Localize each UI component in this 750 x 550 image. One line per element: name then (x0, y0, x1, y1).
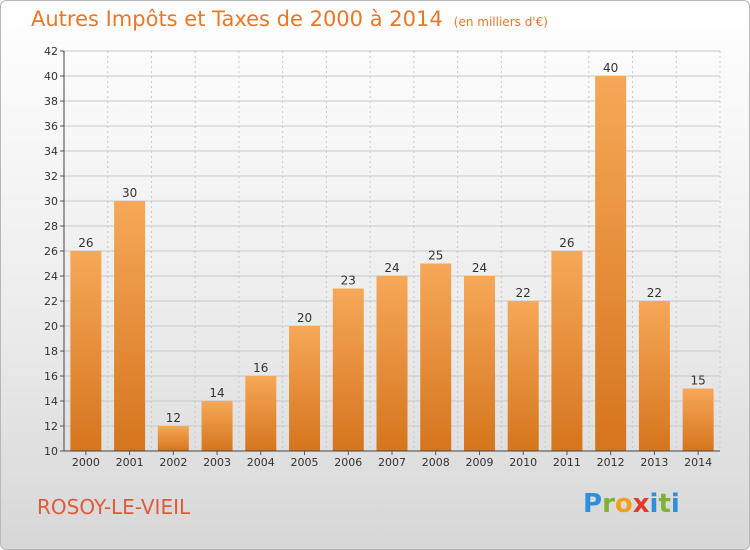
logo-letter: r (602, 489, 615, 519)
bar-2005 (289, 326, 321, 451)
commune-name: ROSOY-LE-VIEIL (37, 495, 191, 519)
x-tick-label: 2004 (247, 456, 275, 469)
data-label: 26 (559, 236, 574, 250)
bar-2010 (507, 301, 539, 451)
x-tick-label: 2013 (640, 456, 668, 469)
y-tick-label: 22 (44, 295, 58, 308)
bar-2012 (595, 76, 627, 451)
data-label: 15 (690, 374, 705, 388)
title-block: Autres Impôts et Taxes de 2000 à 2014 (e… (31, 7, 548, 31)
x-tick-label: 2005 (291, 456, 319, 469)
logo-letter: o (614, 489, 633, 519)
bars: 26 30 12 14 16 20 23 24 25 24 22 26 40 22 15 (70, 61, 714, 451)
x-tick-label: 2011 (553, 456, 581, 469)
x-tick-label: 2010 (509, 456, 537, 469)
bar-2008 (420, 263, 452, 451)
bar-2013 (638, 301, 670, 451)
x-tick-label: 2014 (684, 456, 712, 469)
data-label: 22 (516, 286, 531, 300)
data-label: 16 (253, 361, 268, 375)
bar-2006 (332, 288, 364, 451)
y-tick-label: 18 (44, 345, 58, 358)
data-label: 26 (78, 236, 93, 250)
y-tick-label: 32 (44, 170, 58, 183)
bar-2000 (70, 251, 102, 451)
bar-2007 (376, 276, 408, 451)
data-label: 12 (166, 411, 181, 425)
y-tick-label: 28 (44, 220, 58, 233)
x-tick-label: 2007 (378, 456, 406, 469)
bar-2011 (551, 251, 583, 451)
y-tick-label: 26 (44, 245, 58, 258)
data-label: 25 (428, 249, 443, 263)
logo-letter: t (658, 489, 671, 519)
x-tick-label: 2006 (334, 456, 362, 469)
data-label: 24 (384, 261, 399, 275)
bar-2001 (114, 201, 146, 451)
bar-2004 (245, 376, 277, 451)
y-tick-label: 12 (44, 420, 58, 433)
chart-subtitle: (en milliers d'€) (453, 15, 548, 29)
y-tick-label: 40 (44, 70, 58, 83)
x-tick-label: 2002 (159, 456, 187, 469)
y-tick-label: 36 (44, 120, 58, 133)
axes: 10 12 14 16 18 20 22 24 26 28 30 32 34 36 38 40 42 2000 20… (44, 45, 720, 469)
x-tick-label: 2001 (116, 456, 144, 469)
chart-title: Autres Impôts et Taxes de 2000 à 2014 (31, 7, 443, 31)
logo-letter: i (670, 489, 680, 519)
bar-2003 (201, 401, 233, 451)
y-tick-label: 10 (44, 445, 58, 458)
y-tick-label: 16 (44, 370, 58, 383)
y-tick-label: 24 (44, 270, 58, 283)
bar-2002 (157, 426, 189, 451)
y-tick-label: 20 (44, 320, 58, 333)
bar-2009 (463, 276, 495, 451)
y-tick-label: 42 (44, 45, 58, 58)
data-label: 14 (209, 386, 224, 400)
logo-letter: x (632, 489, 650, 519)
x-tick-label: 2009 (465, 456, 493, 469)
bar-2014 (682, 388, 714, 451)
logo-letter: i (649, 489, 659, 519)
proxiti-logo[interactable]: Proxiti (583, 489, 680, 519)
y-tick-label: 14 (44, 395, 58, 408)
data-label: 24 (472, 261, 487, 275)
x-tick-label: 2003 (203, 456, 231, 469)
logo-letter: P (583, 489, 603, 519)
x-tick-label: 2008 (422, 456, 450, 469)
data-label: 22 (647, 286, 662, 300)
data-label: 20 (297, 311, 312, 325)
data-label: 30 (122, 186, 137, 200)
x-tick-label: 2012 (597, 456, 625, 469)
x-tick-label: 2000 (72, 456, 100, 469)
y-tick-label: 38 (44, 95, 58, 108)
y-tick-label: 34 (44, 145, 58, 158)
y-tick-label: 30 (44, 195, 58, 208)
data-label: 23 (341, 274, 356, 288)
data-label: 40 (603, 61, 618, 75)
